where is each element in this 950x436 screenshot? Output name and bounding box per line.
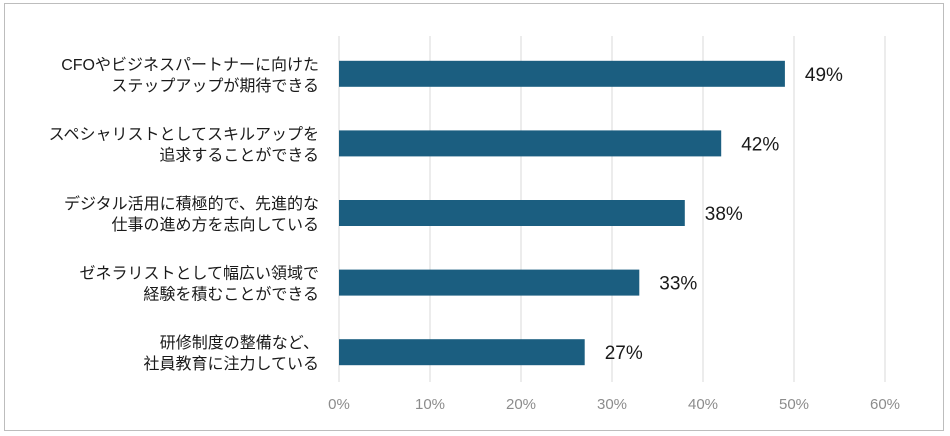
category-label-line: 経験を積むことができる [143, 286, 319, 304]
x-tick-label: 40% [688, 396, 718, 413]
value-label: 38% [705, 204, 743, 225]
bar [339, 130, 722, 157]
value-label: 33% [659, 274, 697, 295]
category-label: CFOやビジネスパートナーに向けたステップアップが期待できる [61, 56, 319, 95]
category-label-line: 追求することができる [159, 146, 319, 164]
x-tick-label: 20% [506, 396, 536, 413]
x-tick-label: 0% [328, 396, 350, 413]
category-label-line: ステップアップが期待できる [111, 77, 319, 95]
x-tick-label: 50% [779, 396, 809, 413]
bar [339, 60, 785, 87]
value-label: 27% [605, 343, 643, 364]
category-label-line: スペシャリストとしてスキルアップを [49, 125, 319, 143]
category-label-line: 研修制度の整備など、 [160, 334, 319, 352]
value-label: 42% [741, 134, 779, 155]
category-label-line: デジタル活用に積極的で、先進的な [64, 194, 319, 213]
chart-frame: 0% 10% 20% 30% 40% 50% 60% 49% CFOやビジネスパートナーに向けた… [4, 3, 944, 431]
bar-chart: 0% 10% 20% 30% 40% 50% 60% 49% CFOやビジネスパートナーに向けた… [49, 36, 900, 413]
bar [339, 339, 585, 366]
category-label-line: 社員教育に注力している [143, 355, 319, 373]
x-tick-label: 30% [597, 396, 627, 413]
bar [339, 200, 685, 226]
x-tick-label: 60% [870, 396, 900, 413]
category-label: ゼネラリストとして幅広い領域で経験を積むことができる [79, 265, 319, 304]
category-label: スペシャリストとしてスキルアップを追求することができる [49, 125, 319, 164]
category-label: デジタル活用に積極的で、先進的な仕事の進め方を志向している [64, 194, 319, 234]
category-label-line: 仕事の進め方を志向している [111, 216, 319, 234]
category-label-line: ゼネラリストとして幅広い領域で [79, 265, 319, 283]
category-label: 研修制度の整備など、社員教育に注力している [143, 334, 319, 373]
value-label: 49% [805, 65, 843, 86]
x-tick-label: 10% [415, 396, 445, 413]
bar [339, 269, 640, 296]
category-label-line: CFOやビジネスパートナーに向けた [61, 56, 319, 74]
